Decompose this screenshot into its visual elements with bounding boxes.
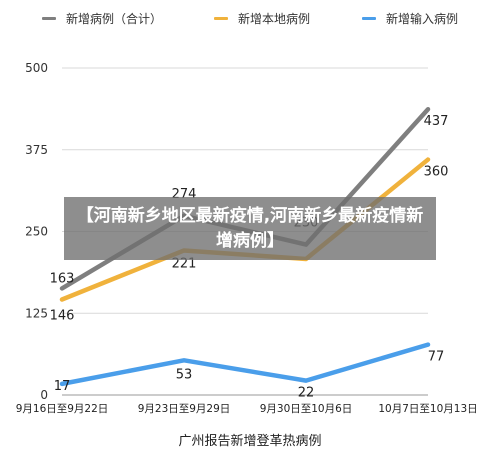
x-axis-title: 广州报告新增登革热病例 — [178, 434, 322, 449]
data-label: 77 — [428, 350, 445, 365]
data-label: 437 — [424, 114, 449, 129]
legend-swatch-total — [41, 17, 56, 20]
legend-swatch-imported — [362, 17, 376, 20]
overlay-banner: 【河南新乡地区最新疫情,河南新乡最新疫情新增病例】 — [64, 197, 436, 260]
data-label: 17 — [54, 379, 71, 394]
series-line — [59, 342, 431, 387]
legend-swatch-local — [213, 17, 228, 20]
data-label: 146 — [50, 309, 75, 324]
y-tick-label: 375 — [25, 143, 48, 157]
x-tick-label: 10月7日至10月13日 — [378, 403, 477, 415]
x-tick-label: 9月23日至9月29日 — [138, 403, 231, 415]
legend-item-total: 新增病例（合计） — [41, 10, 162, 27]
legend-item-local: 新增本地病例 — [213, 10, 310, 27]
data-label: 221 — [172, 256, 197, 271]
x-tick-label: 9月30日至10月6日 — [260, 403, 353, 415]
y-tick-label: 500 — [25, 61, 48, 75]
axes: 0 125 250 375 500 9月16日至9月22日 9月23日至9月29日 9月30日… — [16, 61, 478, 415]
legend-label-local: 新增本地病例 — [237, 12, 310, 26]
legend-label-imported: 新增输入病例 — [386, 12, 459, 26]
data-label: 163 — [50, 271, 75, 286]
chart-legend: 新增病例（合计） 新增本地病例 新增输入病例 — [0, 10, 500, 27]
y-tick-label: 0 — [40, 388, 48, 402]
y-tick-label: 250 — [25, 225, 48, 239]
legend-item-imported: 新增输入病例 — [362, 10, 458, 27]
legend-label-total: 新增病例（合计） — [65, 12, 162, 26]
data-label: 360 — [424, 165, 449, 180]
data-label: 53 — [176, 367, 193, 382]
y-tick-label: 125 — [25, 306, 48, 320]
x-tick-label: 9月16日至9月22日 — [16, 403, 109, 415]
data-label: 22 — [298, 386, 315, 401]
